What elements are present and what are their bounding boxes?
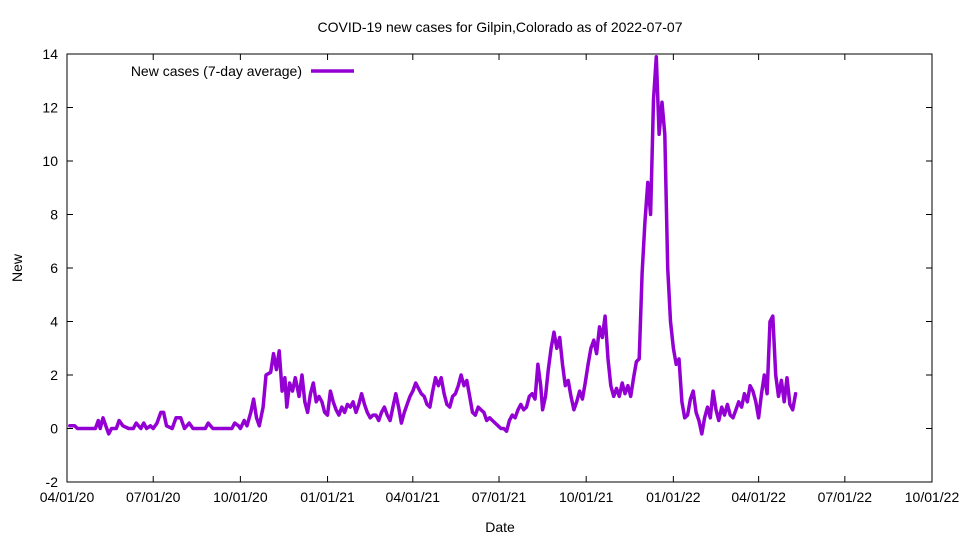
y-tick-label: 2 [50,367,58,383]
x-axis: 04/01/20 07/01/20 10/01/20 01/01/21 04/01/21… [40,54,960,505]
x-tick-label: 10/01/22 [905,489,960,505]
plot-frame [66,53,933,483]
x-axis-label: Date [485,519,515,535]
x-tick-label: 07/01/20 [126,489,181,505]
y-axis-label: New [9,253,25,282]
y-tick-label: 14 [42,46,58,62]
legend: New cases (7-day average) [131,63,354,79]
y-tick-label: 10 [42,153,58,169]
x-tick-label: 04/01/21 [386,489,441,505]
y-tick-label: 6 [50,260,58,276]
y-tick-label: -2 [46,474,59,490]
x-tick-label: 04/01/22 [731,489,786,505]
x-tick-label: 01/01/21 [300,489,355,505]
x-tick-label: 04/01/20 [40,489,95,505]
x-tick-label: 07/01/22 [818,489,873,505]
chart-title: COVID-19 new cases for Gilpin,Colorado a… [318,19,683,35]
y-tick-label: 0 [50,421,58,437]
x-tick-label: 10/01/21 [559,489,614,505]
legend-entry-label: New cases (7-day average) [131,63,302,79]
y-tick-label: 4 [50,314,58,330]
x-tick-label: 10/01/20 [213,489,268,505]
x-tick-label: 07/01/21 [472,489,527,505]
y-tick-label: 12 [42,100,58,116]
series-line-new-cases [68,54,798,436]
y-tick-label: 8 [50,207,58,223]
x-tick-label: 01/01/22 [646,489,701,505]
